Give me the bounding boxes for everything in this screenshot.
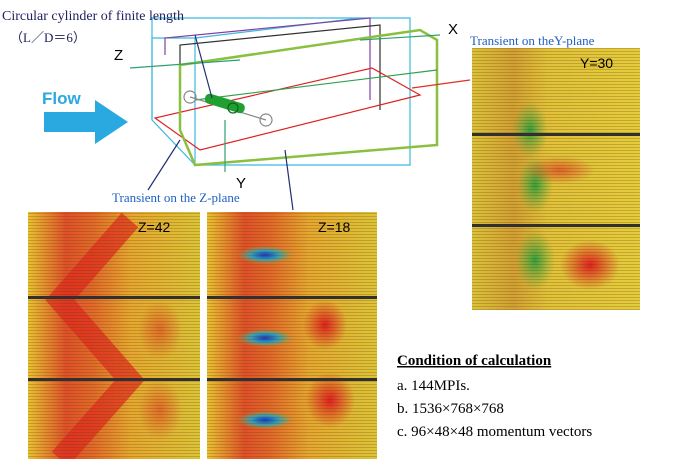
domain-box <box>130 18 470 210</box>
panel-label: Z=18 <box>318 219 351 235</box>
axis-label: X <box>448 21 458 38</box>
panel-label: Z=42 <box>138 219 171 235</box>
condition-item: c. 96×48×48 momentum vectors <box>397 424 592 440</box>
panel-label: Y=30 <box>580 55 613 71</box>
box-ratio: （L／D＝6） <box>10 30 86 45</box>
z-plane-image <box>28 212 200 459</box>
figure: Circular cylinder of finite length （L／D＝… <box>0 0 696 459</box>
conditions-title: Condition of calculation <box>397 353 552 369</box>
caption: Transient on theY-plane <box>470 33 595 48</box>
z-plane-image <box>207 212 377 459</box>
flow-label: Flow <box>42 89 81 108</box>
y-plane-image <box>472 48 640 310</box>
box-title: Circular cylinder of finite length <box>2 9 184 24</box>
caption: Transient on the Z-plane <box>112 190 240 205</box>
condition-item: a. 144MPIs. <box>397 378 470 394</box>
condition-item: b. 1536×768×768 <box>397 401 504 417</box>
axis-label: Z <box>114 47 123 64</box>
